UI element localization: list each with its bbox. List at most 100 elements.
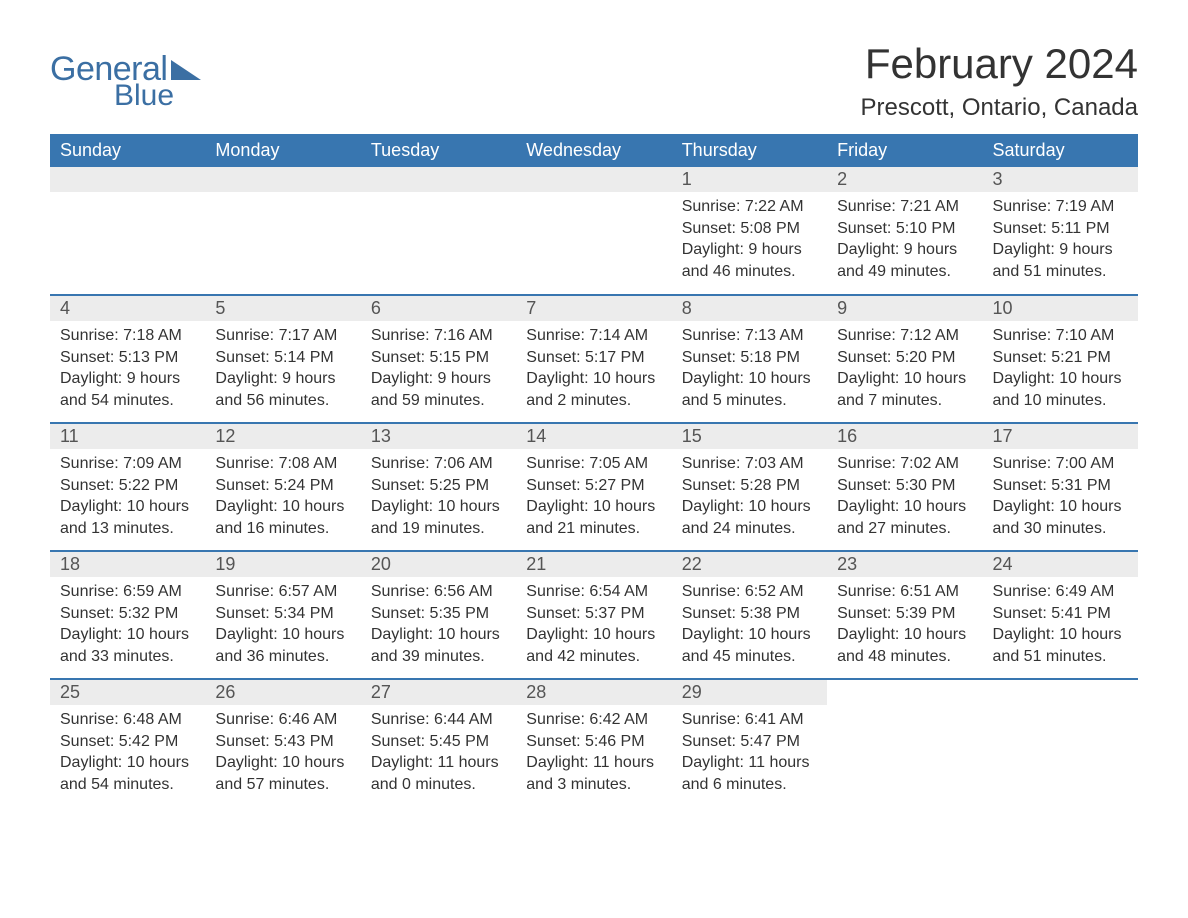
day-details: Sunrise: 7:03 AMSunset: 5:28 PMDaylight:… bbox=[672, 449, 827, 547]
day-number: 28 bbox=[516, 680, 671, 705]
calendar-day-cell: 12Sunrise: 7:08 AMSunset: 5:24 PMDayligh… bbox=[205, 423, 360, 551]
calendar-week-row: 25Sunrise: 6:48 AMSunset: 5:42 PMDayligh… bbox=[50, 679, 1138, 807]
daylight-text: Daylight: 10 hours and 19 minutes. bbox=[371, 496, 506, 539]
day-details: Sunrise: 6:51 AMSunset: 5:39 PMDaylight:… bbox=[827, 577, 982, 675]
day-details: Sunrise: 6:42 AMSunset: 5:46 PMDaylight:… bbox=[516, 705, 671, 803]
day-number: 6 bbox=[361, 296, 516, 321]
day-number: 10 bbox=[983, 296, 1138, 321]
daylight-text: Daylight: 9 hours and 49 minutes. bbox=[837, 239, 972, 282]
sunrise-text: Sunrise: 6:51 AM bbox=[837, 581, 972, 603]
sunrise-text: Sunrise: 7:03 AM bbox=[682, 453, 817, 475]
calendar-day-cell: 9Sunrise: 7:12 AMSunset: 5:20 PMDaylight… bbox=[827, 295, 982, 423]
day-details: Sunrise: 7:13 AMSunset: 5:18 PMDaylight:… bbox=[672, 321, 827, 419]
day-details: Sunrise: 6:44 AMSunset: 5:45 PMDaylight:… bbox=[361, 705, 516, 803]
day-details: Sunrise: 7:14 AMSunset: 5:17 PMDaylight:… bbox=[516, 321, 671, 419]
day-number: 26 bbox=[205, 680, 360, 705]
calendar-day-cell: 13Sunrise: 7:06 AMSunset: 5:25 PMDayligh… bbox=[361, 423, 516, 551]
daylight-text: Daylight: 10 hours and 57 minutes. bbox=[215, 752, 350, 795]
calendar-week-row: 4Sunrise: 7:18 AMSunset: 5:13 PMDaylight… bbox=[50, 295, 1138, 423]
location-subtitle: Prescott, Ontario, Canada bbox=[861, 94, 1138, 122]
sunset-text: Sunset: 5:41 PM bbox=[993, 603, 1128, 625]
sunset-text: Sunset: 5:14 PM bbox=[215, 347, 350, 369]
day-number: 4 bbox=[50, 296, 205, 321]
sunrise-text: Sunrise: 7:12 AM bbox=[837, 325, 972, 347]
weekday-header: Saturday bbox=[983, 134, 1138, 167]
sunrise-text: Sunrise: 7:05 AM bbox=[526, 453, 661, 475]
day-details: Sunrise: 7:00 AMSunset: 5:31 PMDaylight:… bbox=[983, 449, 1138, 547]
day-details: Sunrise: 6:46 AMSunset: 5:43 PMDaylight:… bbox=[205, 705, 360, 803]
sunset-text: Sunset: 5:34 PM bbox=[215, 603, 350, 625]
daylight-text: Daylight: 10 hours and 21 minutes. bbox=[526, 496, 661, 539]
sunrise-text: Sunrise: 7:21 AM bbox=[837, 196, 972, 218]
calendar-day-cell: 16Sunrise: 7:02 AMSunset: 5:30 PMDayligh… bbox=[827, 423, 982, 551]
daylight-text: Daylight: 10 hours and 45 minutes. bbox=[682, 624, 817, 667]
daylight-text: Daylight: 9 hours and 59 minutes. bbox=[371, 368, 506, 411]
sunrise-text: Sunrise: 7:14 AM bbox=[526, 325, 661, 347]
sunset-text: Sunset: 5:21 PM bbox=[993, 347, 1128, 369]
sunrise-text: Sunrise: 6:59 AM bbox=[60, 581, 195, 603]
sunset-text: Sunset: 5:35 PM bbox=[371, 603, 506, 625]
day-details: Sunrise: 6:57 AMSunset: 5:34 PMDaylight:… bbox=[205, 577, 360, 675]
calendar-day-cell: 6 Sunrise: 7:16 AMSunset: 5:15 PMDaylight… bbox=[361, 295, 516, 423]
day-number: 24 bbox=[983, 552, 1138, 577]
sunrise-text: Sunrise: 6:44 AM bbox=[371, 709, 506, 731]
day-number: 29 bbox=[672, 680, 827, 705]
day-number: 18 bbox=[50, 552, 205, 577]
sunrise-text: Sunrise: 6:49 AM bbox=[993, 581, 1128, 603]
calendar-day-cell bbox=[983, 679, 1138, 807]
day-number: 23 bbox=[827, 552, 982, 577]
daylight-text: Daylight: 10 hours and 27 minutes. bbox=[837, 496, 972, 539]
daylight-text: Daylight: 10 hours and 10 minutes. bbox=[993, 368, 1128, 411]
title-block: February 2024 Prescott, Ontario, Canada bbox=[861, 40, 1138, 122]
calendar-day-cell: 27Sunrise: 6:44 AMSunset: 5:45 PMDayligh… bbox=[361, 679, 516, 807]
sunrise-text: Sunrise: 6:57 AM bbox=[215, 581, 350, 603]
sunrise-text: Sunrise: 6:48 AM bbox=[60, 709, 195, 731]
daylight-text: Daylight: 10 hours and 5 minutes. bbox=[682, 368, 817, 411]
day-number: 27 bbox=[361, 680, 516, 705]
sunset-text: Sunset: 5:11 PM bbox=[993, 218, 1128, 240]
sunset-text: Sunset: 5:32 PM bbox=[60, 603, 195, 625]
day-number: 8 bbox=[672, 296, 827, 321]
calendar-day-cell bbox=[827, 679, 982, 807]
sunrise-text: Sunrise: 7:06 AM bbox=[371, 453, 506, 475]
sunrise-text: Sunrise: 7:10 AM bbox=[993, 325, 1128, 347]
daylight-text: Daylight: 10 hours and 54 minutes. bbox=[60, 752, 195, 795]
calendar-day-cell: 11Sunrise: 7:09 AMSunset: 5:22 PMDayligh… bbox=[50, 423, 205, 551]
sunset-text: Sunset: 5:20 PM bbox=[837, 347, 972, 369]
sunset-text: Sunset: 5:25 PM bbox=[371, 475, 506, 497]
calendar-day-cell: 2Sunrise: 7:21 AMSunset: 5:10 PMDaylight… bbox=[827, 167, 982, 295]
daylight-text: Daylight: 10 hours and 16 minutes. bbox=[215, 496, 350, 539]
daylight-text: Daylight: 10 hours and 13 minutes. bbox=[60, 496, 195, 539]
daylight-text: Daylight: 10 hours and 42 minutes. bbox=[526, 624, 661, 667]
daylight-text: Daylight: 9 hours and 56 minutes. bbox=[215, 368, 350, 411]
day-details: Sunrise: 6:49 AMSunset: 5:41 PMDaylight:… bbox=[983, 577, 1138, 675]
calendar-week-row: 1Sunrise: 7:22 AMSunset: 5:08 PMDaylight… bbox=[50, 167, 1138, 295]
sunset-text: Sunset: 5:18 PM bbox=[682, 347, 817, 369]
day-details: Sunrise: 6:59 AMSunset: 5:32 PMDaylight:… bbox=[50, 577, 205, 675]
calendar-day-cell bbox=[361, 167, 516, 295]
day-details: Sunrise: 7:10 AMSunset: 5:21 PMDaylight:… bbox=[983, 321, 1138, 419]
sunset-text: Sunset: 5:30 PM bbox=[837, 475, 972, 497]
calendar-day-cell bbox=[50, 167, 205, 295]
logo-triangle-icon bbox=[171, 60, 201, 85]
day-details: Sunrise: 7:09 AMSunset: 5:22 PMDaylight:… bbox=[50, 449, 205, 547]
sunset-text: Sunset: 5:28 PM bbox=[682, 475, 817, 497]
day-number: 7 bbox=[516, 296, 671, 321]
day-number: 14 bbox=[516, 424, 671, 449]
sunrise-text: Sunrise: 7:16 AM bbox=[371, 325, 506, 347]
day-number: 11 bbox=[50, 424, 205, 449]
calendar-day-cell: 17Sunrise: 7:00 AMSunset: 5:31 PMDayligh… bbox=[983, 423, 1138, 551]
day-number: 3 bbox=[983, 167, 1138, 192]
day-details: Sunrise: 7:02 AMSunset: 5:30 PMDaylight:… bbox=[827, 449, 982, 547]
calendar-week-row: 11Sunrise: 7:09 AMSunset: 5:22 PMDayligh… bbox=[50, 423, 1138, 551]
calendar-day-cell: 3Sunrise: 7:19 AMSunset: 5:11 PMDaylight… bbox=[983, 167, 1138, 295]
sunset-text: Sunset: 5:17 PM bbox=[526, 347, 661, 369]
sunset-text: Sunset: 5:15 PM bbox=[371, 347, 506, 369]
page-header: General Blue February 2024 Prescott, Ont… bbox=[50, 40, 1138, 122]
calendar-day-cell: 24Sunrise: 6:49 AMSunset: 5:41 PMDayligh… bbox=[983, 551, 1138, 679]
day-number: 5 bbox=[205, 296, 360, 321]
weekday-header: Friday bbox=[827, 134, 982, 167]
day-number: 16 bbox=[827, 424, 982, 449]
day-details: Sunrise: 6:56 AMSunset: 5:35 PMDaylight:… bbox=[361, 577, 516, 675]
empty-day-header bbox=[50, 167, 205, 192]
